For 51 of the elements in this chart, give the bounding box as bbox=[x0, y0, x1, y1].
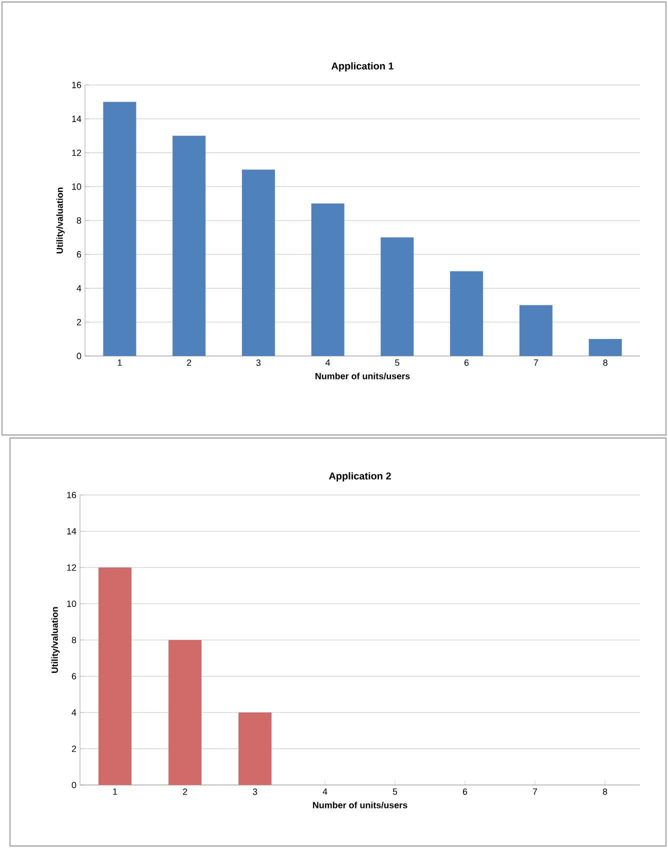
x-tick-label: 6 bbox=[462, 788, 468, 795]
x-tick-label: 6 bbox=[464, 360, 469, 366]
x-tick-label: 5 bbox=[395, 360, 400, 366]
x-tick-label: 3 bbox=[256, 360, 261, 366]
y-tick-label: 10 bbox=[72, 183, 82, 190]
chart-title: Application 2 bbox=[328, 472, 391, 482]
y-tick-label: 2 bbox=[72, 746, 76, 752]
bar bbox=[98, 567, 132, 785]
y-tick-label: 6 bbox=[72, 673, 76, 680]
x-tick-label: 5 bbox=[392, 788, 398, 795]
bar bbox=[450, 271, 484, 356]
x-tick-label: 7 bbox=[534, 360, 538, 366]
y-tick-label: 2 bbox=[76, 318, 82, 326]
bar bbox=[380, 237, 414, 356]
y-tick-label: 12 bbox=[67, 564, 76, 571]
x-axis-title: Number of units/users bbox=[316, 372, 410, 380]
y-tick-label: 0 bbox=[76, 352, 82, 360]
y-axis-title: Utility/valuation bbox=[51, 607, 60, 673]
bar bbox=[103, 102, 136, 356]
y-tick-label: 14 bbox=[72, 116, 82, 122]
bar bbox=[168, 640, 202, 785]
chart-title: Application 1 bbox=[331, 62, 394, 72]
bar bbox=[519, 305, 552, 356]
y-tick-label: 6 bbox=[76, 251, 82, 258]
x-tick-label: 1 bbox=[113, 788, 118, 795]
y-tick-label: 4 bbox=[76, 285, 82, 292]
y-tick-label: 8 bbox=[76, 217, 82, 224]
y-tick-label: 12 bbox=[72, 150, 82, 156]
x-tick-label: 2 bbox=[187, 360, 192, 366]
y-tick-label: 8 bbox=[72, 636, 76, 644]
x-tick-label: 4 bbox=[322, 788, 328, 795]
x-tick-label: 1 bbox=[118, 360, 122, 366]
x-tick-label: 7 bbox=[532, 788, 538, 795]
y-tick-label: 4 bbox=[72, 709, 76, 716]
bar bbox=[238, 712, 272, 785]
y-axis-title: Utility/valuation bbox=[56, 188, 65, 254]
y-tick-label: 16 bbox=[72, 82, 82, 88]
x-tick-label: 4 bbox=[326, 360, 330, 366]
x-axis-title: Number of units/users bbox=[313, 802, 408, 808]
bar bbox=[311, 204, 344, 356]
bar bbox=[242, 170, 275, 356]
x-tick-label: 2 bbox=[182, 788, 188, 795]
y-tick-label: 14 bbox=[67, 528, 76, 534]
x-tick-label: 3 bbox=[252, 788, 258, 795]
x-tick-label: 8 bbox=[603, 360, 608, 366]
bar bbox=[588, 339, 622, 356]
bar bbox=[172, 136, 206, 356]
y-tick-label: 10 bbox=[67, 600, 76, 607]
y-tick-label: 0 bbox=[72, 782, 76, 788]
x-tick-label: 8 bbox=[602, 788, 608, 795]
y-tick-label: 16 bbox=[67, 492, 76, 498]
